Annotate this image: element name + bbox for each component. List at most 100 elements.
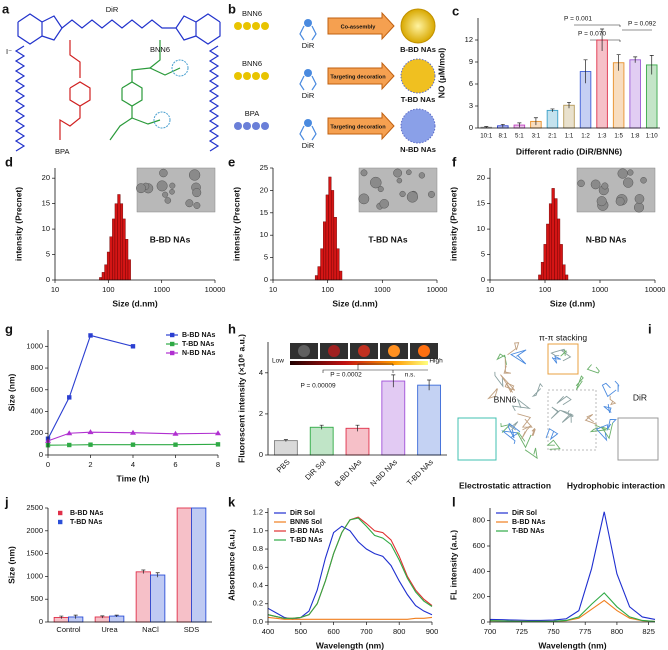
bnn6-chain xyxy=(131,67,181,82)
annotation: P = 0.0002 xyxy=(330,372,362,379)
molecule-bond xyxy=(556,395,572,406)
dye-icon xyxy=(311,75,317,91)
marker xyxy=(66,430,73,436)
error-bar xyxy=(114,614,119,617)
panel-label: c xyxy=(452,3,459,18)
y-tick-label: 10 xyxy=(260,230,268,239)
dye-icon xyxy=(299,125,305,141)
histogram-bar xyxy=(323,221,327,281)
y-tick-label: 4 xyxy=(259,368,263,377)
x-tick-label: 3:1 xyxy=(532,133,541,140)
marker xyxy=(130,442,136,447)
y-tick-label: 3 xyxy=(469,101,473,110)
molecule-bond xyxy=(545,428,559,441)
molecule-icon xyxy=(234,122,242,130)
marker xyxy=(130,429,136,435)
x-tick-label: 725 xyxy=(515,627,528,636)
histogram-bar xyxy=(330,190,335,281)
dye-icon xyxy=(299,75,305,91)
error-bar xyxy=(319,424,324,430)
x-tick-label: 800 xyxy=(393,627,406,636)
y-tick-label: 1.0 xyxy=(253,526,263,535)
tem-particle xyxy=(418,172,426,179)
series-line xyxy=(47,431,219,442)
molecule-bond xyxy=(584,414,598,425)
tem-particle xyxy=(623,177,634,188)
y-tick-label: 600 xyxy=(472,541,485,550)
molecule-bond xyxy=(575,375,584,390)
dye-chain xyxy=(61,19,176,29)
panel-label: k xyxy=(228,494,236,509)
y-tick-label: 2500 xyxy=(26,503,43,512)
molecule-bond xyxy=(506,382,515,393)
tem-particle xyxy=(377,186,384,193)
color-scale xyxy=(290,361,428,365)
y-tick-label: 0.8 xyxy=(253,544,263,553)
annotation: P = 0.00009 xyxy=(300,383,336,390)
error-bar xyxy=(616,54,621,71)
histogram-bar xyxy=(117,194,121,281)
legend-label: N-BD NAs xyxy=(182,350,216,357)
histogram-bar xyxy=(538,274,542,281)
dye-icon xyxy=(304,69,312,77)
molecule-bond xyxy=(607,418,617,429)
molecule-bond xyxy=(603,403,612,413)
error-bar xyxy=(100,615,105,619)
legend-label: DiR Sol xyxy=(512,510,537,517)
x-tick-label: 1:1 xyxy=(565,133,574,140)
tem-particle xyxy=(193,202,201,209)
y-tick-label: 15 xyxy=(42,199,50,208)
panel-label: l xyxy=(452,494,456,509)
x-tick-label: 10000 xyxy=(205,285,226,294)
x-tick-label: 1:3 xyxy=(598,133,607,140)
legend-marker xyxy=(170,350,175,356)
x-tick-label: 2:1 xyxy=(548,133,557,140)
series-line xyxy=(267,525,433,620)
bar xyxy=(191,507,207,623)
histogram-bar xyxy=(546,223,550,281)
molecule-bond xyxy=(507,422,521,439)
dye-icon xyxy=(304,19,312,27)
y-tick-label: 0 xyxy=(46,275,50,284)
molecule-bond xyxy=(560,349,567,357)
y-tick-label: 0.2 xyxy=(253,599,263,608)
y-axis-label: FL intensity (a.u.) xyxy=(448,530,458,600)
molecule-bond xyxy=(531,427,536,437)
marker xyxy=(215,430,221,436)
histogram-bar xyxy=(122,218,126,281)
marker xyxy=(67,395,72,400)
diagram-label: DiR xyxy=(106,5,119,14)
y-tick-label: 0 xyxy=(39,617,43,626)
x-axis-label: Time (h) xyxy=(117,473,150,483)
error-bar xyxy=(427,379,432,391)
histogram-bar xyxy=(120,203,124,281)
y-tick-label: 0 xyxy=(469,123,473,132)
x-tick-label: PBS xyxy=(275,457,292,474)
annotation: P = 0.092 xyxy=(628,21,656,28)
y-tick-label: 200 xyxy=(30,428,43,437)
x-tick-label: 100 xyxy=(539,285,552,294)
tem-particle xyxy=(596,196,607,207)
x-tick-label: 1000 xyxy=(592,285,609,294)
x-tick-label: 100 xyxy=(102,285,115,294)
molecule-icon xyxy=(252,72,260,80)
annotation: N-BD NAs xyxy=(586,234,627,244)
marker xyxy=(87,429,94,435)
y-tick-label: 0.6 xyxy=(253,562,263,571)
error-bar xyxy=(155,572,160,578)
molecule-bond xyxy=(531,382,543,398)
tem-particle xyxy=(399,190,406,198)
y-axis-label: Size (nm) xyxy=(6,546,16,584)
tem-particle xyxy=(164,197,172,204)
diagram-label: BNN6 xyxy=(494,394,517,404)
tem-particle xyxy=(617,168,628,179)
tem-particle xyxy=(169,188,175,195)
diagram-label: Hydrophobic interaction xyxy=(567,480,665,490)
molecule-icon xyxy=(252,122,260,130)
x-tick-label: 750 xyxy=(547,627,560,636)
dye-ring xyxy=(17,13,43,45)
molecule-bond xyxy=(609,395,617,406)
y-tick-label: 0 xyxy=(481,275,485,284)
error-bar xyxy=(391,374,396,388)
bar xyxy=(612,62,625,129)
